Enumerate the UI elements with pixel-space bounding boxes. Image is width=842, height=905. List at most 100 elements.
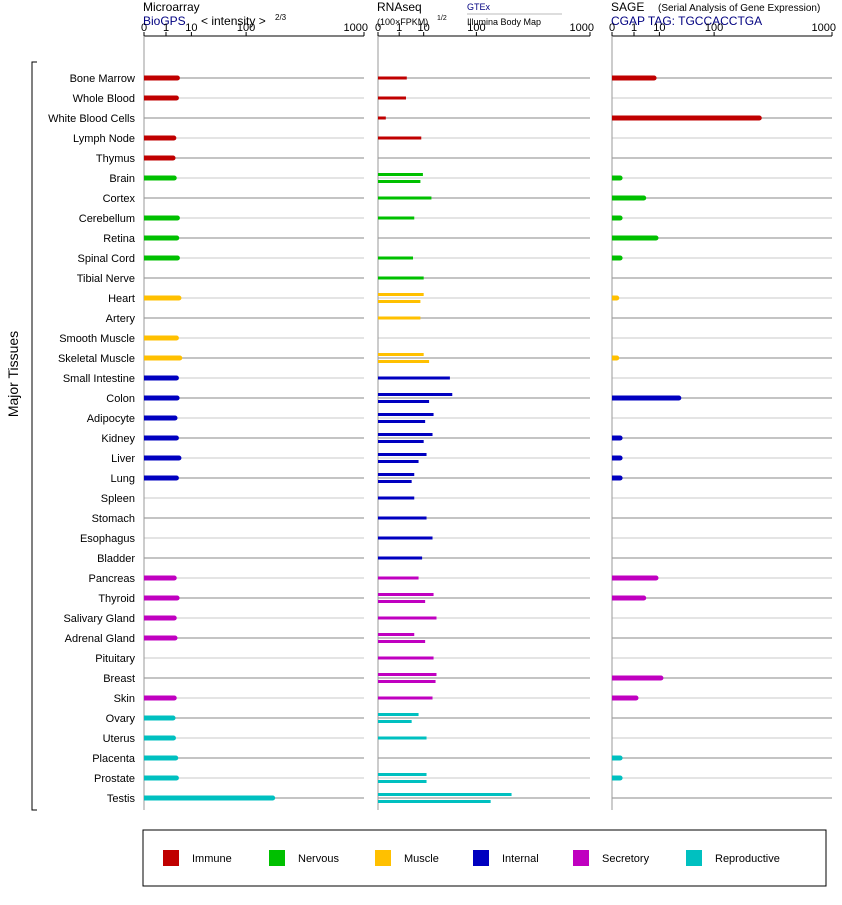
legend: Immune Nervous Muscle Internal Secretory Repr… [163, 850, 780, 866]
microarray-bar-tip [174, 75, 180, 81]
sage-tick-label: 100 [705, 22, 723, 34]
microarray-bar [144, 215, 178, 221]
rnaseq-unit-exponent: 1/2 [437, 15, 447, 22]
rnaseq-bar [378, 780, 427, 783]
microarray-bar [144, 295, 179, 301]
microarray-bar [144, 595, 178, 601]
rnaseq-bar [378, 600, 426, 603]
sage-bar-tip [617, 755, 623, 761]
microarray-bar [144, 615, 175, 621]
tissue-label: Skeletal Muscle [58, 353, 135, 365]
microarray-bar-tip [174, 235, 180, 241]
sage-bar [612, 675, 661, 681]
microarray-tick-label: 1000 [344, 22, 368, 34]
rnaseq-bar [378, 216, 415, 220]
sage-bar [612, 195, 644, 201]
rnaseq-bar [378, 516, 427, 520]
tissue-label: Whole Blood [73, 93, 135, 105]
microarray-bar-tip [171, 135, 177, 141]
tissue-label: Ovary [106, 713, 136, 725]
sage-bar [612, 475, 621, 481]
sage-bar [612, 575, 656, 581]
sage-bar [612, 455, 621, 461]
rnaseq-bar [378, 633, 415, 636]
legend-label-nervous: Nervous [298, 853, 339, 865]
tissue-label: Esophagus [80, 533, 136, 545]
legend-swatch-reproductive [686, 850, 702, 866]
microarray-bar-tip [173, 335, 179, 341]
rnaseq-bar [378, 593, 434, 596]
rnaseq-bar [378, 673, 437, 676]
tissue-label: Artery [106, 313, 136, 325]
tissue-label: Thyroid [98, 593, 135, 605]
legend-label-internal: Internal [502, 853, 539, 865]
rnaseq-bar [378, 773, 427, 776]
microarray-bar-tip [172, 415, 178, 421]
microarray-bar [144, 155, 174, 161]
microarray-bar-tip [173, 95, 179, 101]
microarray-bar [144, 475, 177, 481]
microarray-bar [144, 415, 176, 421]
microarray-bar [144, 635, 176, 641]
tissue-label: Small Intestine [63, 373, 135, 385]
rnaseq-bar [378, 116, 386, 120]
rnaseq-bar [378, 300, 421, 303]
sage-bar-tip [641, 195, 647, 201]
microarray-bar-tip [172, 635, 178, 641]
legend-label-reproductive: Reproductive [715, 853, 780, 865]
microarray-bar [144, 575, 175, 581]
microarray-bar [144, 395, 178, 401]
rnaseq-tick-label: 0 [375, 22, 381, 34]
sage-bar-tip [614, 295, 620, 301]
rnaseq-bar [378, 173, 423, 176]
microarray-bar-tip [174, 395, 180, 401]
tissue-label: Adrenal Gland [65, 633, 135, 645]
legend-swatch-secretory [573, 850, 589, 866]
rnaseq-tick-label: 1000 [570, 22, 594, 34]
sage-bar [612, 75, 655, 81]
microarray-bar [144, 335, 177, 341]
tissue-label: Smooth Muscle [59, 333, 135, 345]
rnaseq-bar [378, 360, 430, 363]
rnaseq-bar [378, 136, 422, 140]
microarray-bar [144, 795, 273, 801]
tissue-label: Pituitary [95, 653, 135, 665]
sage-bar-tip [658, 675, 664, 681]
microarray-bar [144, 435, 177, 441]
rnaseq-bar [378, 376, 450, 380]
rnaseq-tick-label: 100 [467, 22, 485, 34]
grid-lines [144, 77, 832, 799]
tissue-label: Salivary Gland [63, 613, 135, 625]
y-axis-label: Major Tissues [5, 331, 21, 417]
tissue-label: Colon [106, 393, 135, 405]
rnaseq-bar [378, 656, 434, 660]
sage-subtitle: (Serial Analysis of Gene Expression) [658, 3, 820, 14]
microarray-bar [144, 355, 180, 361]
sage-bar-tip [653, 575, 659, 581]
microarray-bar-tip [171, 615, 177, 621]
sage-bar [612, 215, 621, 221]
rnaseq-source-illumina: Illumina Body Map [467, 17, 541, 27]
sage-bar [612, 255, 621, 261]
sage-bar-tip [614, 355, 620, 361]
sage-bar-tip [617, 175, 623, 181]
microarray-bar [144, 75, 178, 81]
rnaseq-bar [378, 793, 512, 796]
rnaseq-tick-label: 10 [418, 22, 430, 34]
microarray-bar [144, 95, 177, 101]
tissue-label: Skin [114, 693, 135, 705]
microarray-bar-tip [171, 695, 177, 701]
rnaseq-bar [378, 536, 433, 540]
tissue-label: Stomach [92, 513, 135, 525]
rnaseq-bar [378, 420, 426, 423]
microarray-bar [144, 715, 174, 721]
tissue-label: Bone Marrow [70, 73, 135, 85]
rnaseq-tick-label: 1 [396, 22, 402, 34]
legend-label-immune: Immune [192, 853, 232, 865]
microarray-bar-tip [170, 155, 176, 161]
tissue-label: Adipocyte [87, 413, 135, 425]
sage-tick-label: 1 [631, 22, 637, 34]
sage-bar [612, 115, 760, 121]
rnaseq-bar [378, 413, 434, 416]
tissue-label: Breast [103, 673, 135, 685]
